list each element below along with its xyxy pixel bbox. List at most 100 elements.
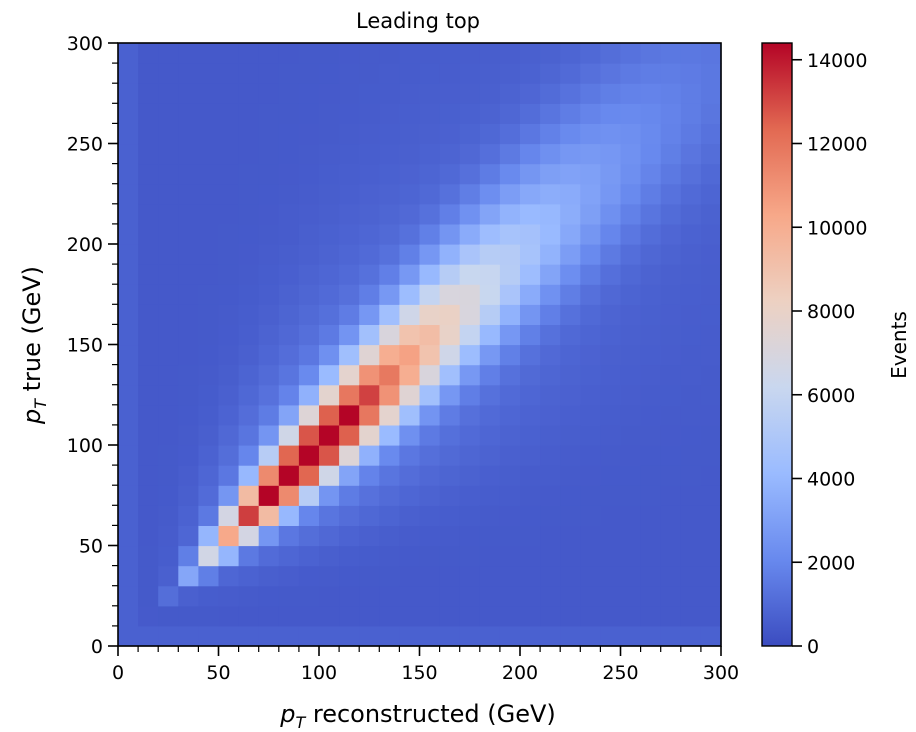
heatmap-cell	[319, 565, 340, 587]
heatmap-cell	[359, 485, 380, 506]
heatmap-cell	[118, 404, 139, 426]
heatmap-cell	[198, 445, 220, 466]
heatmap-cell	[178, 585, 199, 607]
heatmap-cell	[178, 143, 199, 165]
heatmap-cell	[620, 465, 642, 486]
heatmap-cell	[158, 545, 179, 567]
heatmap-cell	[560, 445, 581, 466]
heatmap-cell	[218, 424, 240, 446]
heatmap-cell	[218, 505, 240, 526]
heatmap-cell	[178, 264, 199, 285]
heatmap-cell	[379, 404, 400, 426]
heatmap-cell	[158, 625, 179, 647]
heatmap-cell	[138, 183, 159, 205]
heatmap-cell	[278, 43, 300, 64]
heatmap-cell	[238, 43, 260, 64]
heatmap-cell	[680, 485, 702, 506]
heatmap-cell	[379, 284, 400, 305]
heatmap-cell	[399, 605, 421, 627]
heatmap-cell	[459, 545, 481, 567]
x-tick-label: 200	[502, 662, 538, 684]
heatmap-cell	[660, 43, 682, 64]
heatmap-cell	[198, 605, 220, 627]
heatmap-cell	[178, 244, 199, 265]
heatmap-cell	[298, 445, 320, 466]
heatmap-cell	[640, 585, 662, 607]
heatmap-cell	[178, 404, 199, 426]
heatmap-cell	[640, 163, 662, 185]
heatmap-cell	[540, 445, 561, 466]
heatmap-cell	[439, 404, 461, 426]
heatmap-cell	[620, 344, 642, 366]
heatmap-cell	[238, 284, 260, 305]
heatmap-cell	[198, 284, 220, 305]
heatmap-cell	[680, 83, 702, 104]
heatmap-cell	[379, 525, 400, 547]
heatmap-cell	[278, 103, 300, 124]
heatmap-cell	[258, 244, 280, 265]
heatmap-cell	[339, 223, 360, 245]
heatmap-cell	[459, 123, 481, 145]
heatmap-cell	[560, 324, 581, 346]
heatmap-cell	[258, 264, 280, 285]
heatmap-cell	[319, 585, 340, 607]
heatmap-cell	[278, 605, 300, 627]
y-tick-label: 200	[67, 234, 103, 256]
heatmap-cell	[399, 143, 421, 165]
heatmap-cell	[680, 163, 702, 185]
heatmap-cell	[319, 445, 340, 466]
heatmap-cell	[600, 244, 622, 265]
heatmap-cell	[298, 525, 320, 547]
heatmap-cell	[520, 404, 541, 426]
heatmap-cell	[218, 565, 240, 587]
heatmap-cell	[218, 445, 240, 466]
heatmap-cell	[359, 465, 380, 486]
heatmap-cell	[178, 625, 199, 647]
heatmap-cell	[198, 63, 220, 84]
heatmap-cell	[278, 203, 300, 225]
heatmap-cell	[419, 143, 441, 165]
heatmap-cell	[238, 485, 260, 506]
heatmap-cell	[680, 625, 702, 647]
heatmap-cell	[520, 284, 541, 305]
heatmap-cell	[218, 83, 240, 104]
heatmap-cell	[600, 304, 622, 325]
heatmap-cell	[620, 505, 642, 526]
heatmap-cell	[178, 284, 199, 305]
heatmap-cell	[580, 143, 601, 165]
heatmap-cell	[399, 384, 421, 406]
heatmap-cell	[560, 545, 581, 567]
heatmap-cell	[660, 163, 682, 185]
y-axis: 0 50 100 150 200 250 300	[67, 33, 118, 658]
heatmap-cell	[439, 585, 461, 607]
heatmap-cell	[680, 605, 702, 627]
heatmap-cell	[238, 364, 260, 386]
heatmap-cell	[660, 445, 682, 466]
heatmap-cell	[520, 585, 541, 607]
heatmap-cell	[640, 424, 662, 446]
x-tick-label: 250	[602, 662, 638, 684]
heatmap-cell	[560, 83, 581, 104]
heatmap-cell	[399, 123, 421, 145]
heatmap-cell	[600, 485, 622, 506]
heatmap-cell	[198, 223, 220, 245]
heatmap-cell	[700, 565, 722, 587]
heatmap-cell	[359, 384, 380, 406]
heatmap-cell	[319, 143, 340, 165]
heatmap-cell	[660, 465, 682, 486]
heatmap-cell	[399, 465, 421, 486]
heatmap-cell	[138, 545, 159, 567]
heatmap-cell	[238, 445, 260, 466]
heatmap-cell	[118, 63, 139, 84]
heatmap-cell	[479, 63, 501, 84]
heatmap-cell	[439, 223, 461, 245]
heatmap-cell	[660, 324, 682, 346]
heatmap-cell	[278, 485, 300, 506]
heatmap-cell	[459, 344, 481, 366]
heatmap-cell	[319, 264, 340, 285]
heatmap-cell	[379, 324, 400, 346]
heatmap-cell	[258, 223, 280, 245]
heatmap-cell	[118, 203, 139, 225]
heatmap-cell	[680, 545, 702, 567]
heatmap-cell	[278, 424, 300, 446]
